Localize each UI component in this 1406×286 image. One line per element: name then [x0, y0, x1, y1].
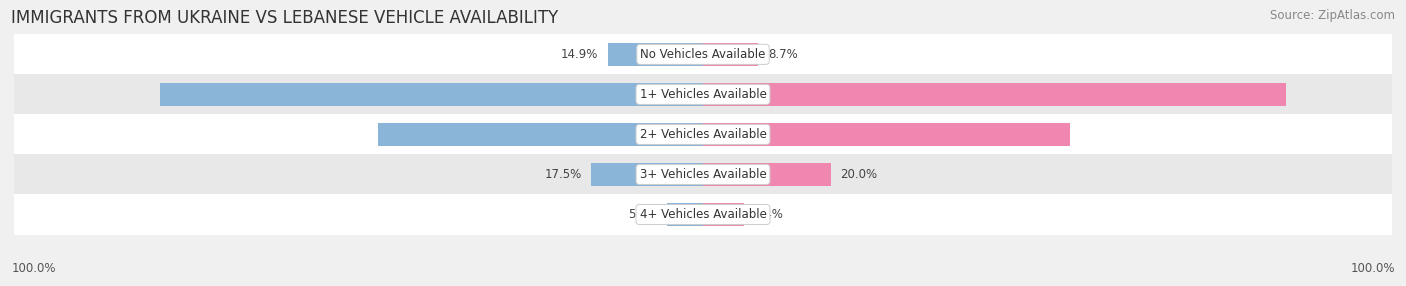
Text: 3+ Vehicles Available: 3+ Vehicles Available	[640, 168, 766, 181]
Bar	[668, 203, 703, 226]
Bar	[0, 114, 1406, 154]
Text: 50.9%: 50.9%	[650, 128, 690, 141]
Bar	[0, 194, 1406, 235]
Bar	[378, 123, 703, 146]
Text: 91.4%: 91.4%	[716, 88, 756, 101]
Bar	[703, 83, 1286, 106]
Bar	[0, 154, 1406, 194]
Bar	[0, 74, 1406, 114]
Text: 2+ Vehicles Available: 2+ Vehicles Available	[640, 128, 766, 141]
Bar	[703, 163, 831, 186]
Bar	[703, 123, 1070, 146]
Text: 5.6%: 5.6%	[628, 208, 658, 221]
Text: 85.2%: 85.2%	[650, 88, 690, 101]
Bar	[607, 43, 703, 66]
Text: 57.6%: 57.6%	[716, 128, 756, 141]
Bar	[703, 203, 744, 226]
Text: 17.5%: 17.5%	[544, 168, 582, 181]
Text: IMMIGRANTS FROM UKRAINE VS LEBANESE VEHICLE AVAILABILITY: IMMIGRANTS FROM UKRAINE VS LEBANESE VEHI…	[11, 9, 558, 27]
Text: 6.4%: 6.4%	[754, 208, 783, 221]
Text: 1+ Vehicles Available: 1+ Vehicles Available	[640, 88, 766, 101]
Text: 4+ Vehicles Available: 4+ Vehicles Available	[640, 208, 766, 221]
Bar	[592, 163, 703, 186]
Bar	[703, 43, 758, 66]
Bar	[159, 83, 703, 106]
Text: No Vehicles Available: No Vehicles Available	[640, 48, 766, 61]
Text: 14.9%: 14.9%	[561, 48, 599, 61]
Text: 20.0%: 20.0%	[841, 168, 877, 181]
Text: Source: ZipAtlas.com: Source: ZipAtlas.com	[1270, 9, 1395, 21]
Text: 100.0%: 100.0%	[1350, 262, 1395, 275]
Text: 8.7%: 8.7%	[768, 48, 797, 61]
Text: 100.0%: 100.0%	[11, 262, 56, 275]
Bar	[0, 34, 1406, 74]
